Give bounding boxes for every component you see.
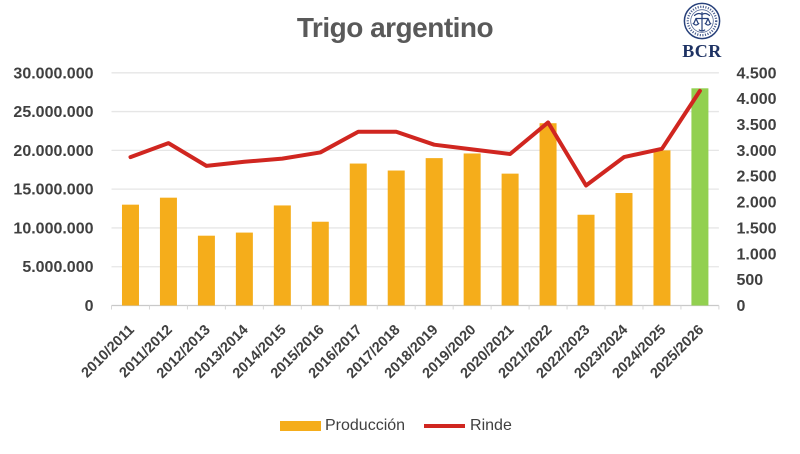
bar-2024/2025 [653,150,671,306]
right-axis-label: 4.000 [737,91,777,108]
bar-2022/2023 [577,214,595,306]
left-axis-label: 20.000.000 [13,143,93,160]
legend-produccion-label[interactable]: Producción [325,417,406,434]
left-axis-label: 10.000.000 [13,220,93,237]
bcr-logo-text: BCR [682,41,722,61]
bar-2023/2024 [615,193,633,306]
bar-2017/2018 [387,170,405,306]
seal-ring [683,2,721,40]
left-axis-label: 0 [85,298,94,315]
left-axis-label: 30.000.000 [13,65,93,82]
bar-2013/2014 [235,232,253,306]
rinde-line [128,88,702,188]
legend-produccion-swatch [280,421,321,431]
bar-2015/2016 [311,221,329,306]
bar-2011/2012 [159,197,177,306]
bar-2020/2021 [501,173,519,306]
left-axis-label: 15.000.000 [13,182,93,199]
right-axis-label: 3.500 [737,117,777,134]
right-axis-label: 4.500 [737,65,777,82]
seal-scales-emblem [692,11,712,32]
bar-2010/2011 [121,204,139,306]
bar-2012/2013 [197,235,215,306]
right-axis-label: 0 [737,298,746,315]
chart-title: Trigo argentino [296,12,494,43]
bar-2018/2019 [425,158,443,306]
chart-legend: Producción Rinde [280,416,512,436]
bar-2014/2015 [273,205,291,306]
right-axis-label: 2.000 [737,195,777,212]
bar-2021/2022 [539,123,557,306]
right-axis-label: 1.000 [737,246,777,263]
right-axis-label: 500 [737,272,764,289]
bar-2025/2026 [691,88,709,306]
bar-2019/2020 [463,153,481,306]
bar-2016/2017 [349,163,367,306]
left-axis-label: 5.000.000 [22,259,93,276]
left-axis-label: 25.000.000 [13,104,93,121]
right-axis-label: 1.500 [737,220,777,237]
legend-rinde-label[interactable]: Rinde [470,417,512,434]
legend-rinde-swatch [424,424,466,428]
bcr-seal-logo [683,2,721,40]
right-axis-label: 2.500 [737,169,777,186]
right-axis-label: 3.000 [737,143,777,160]
